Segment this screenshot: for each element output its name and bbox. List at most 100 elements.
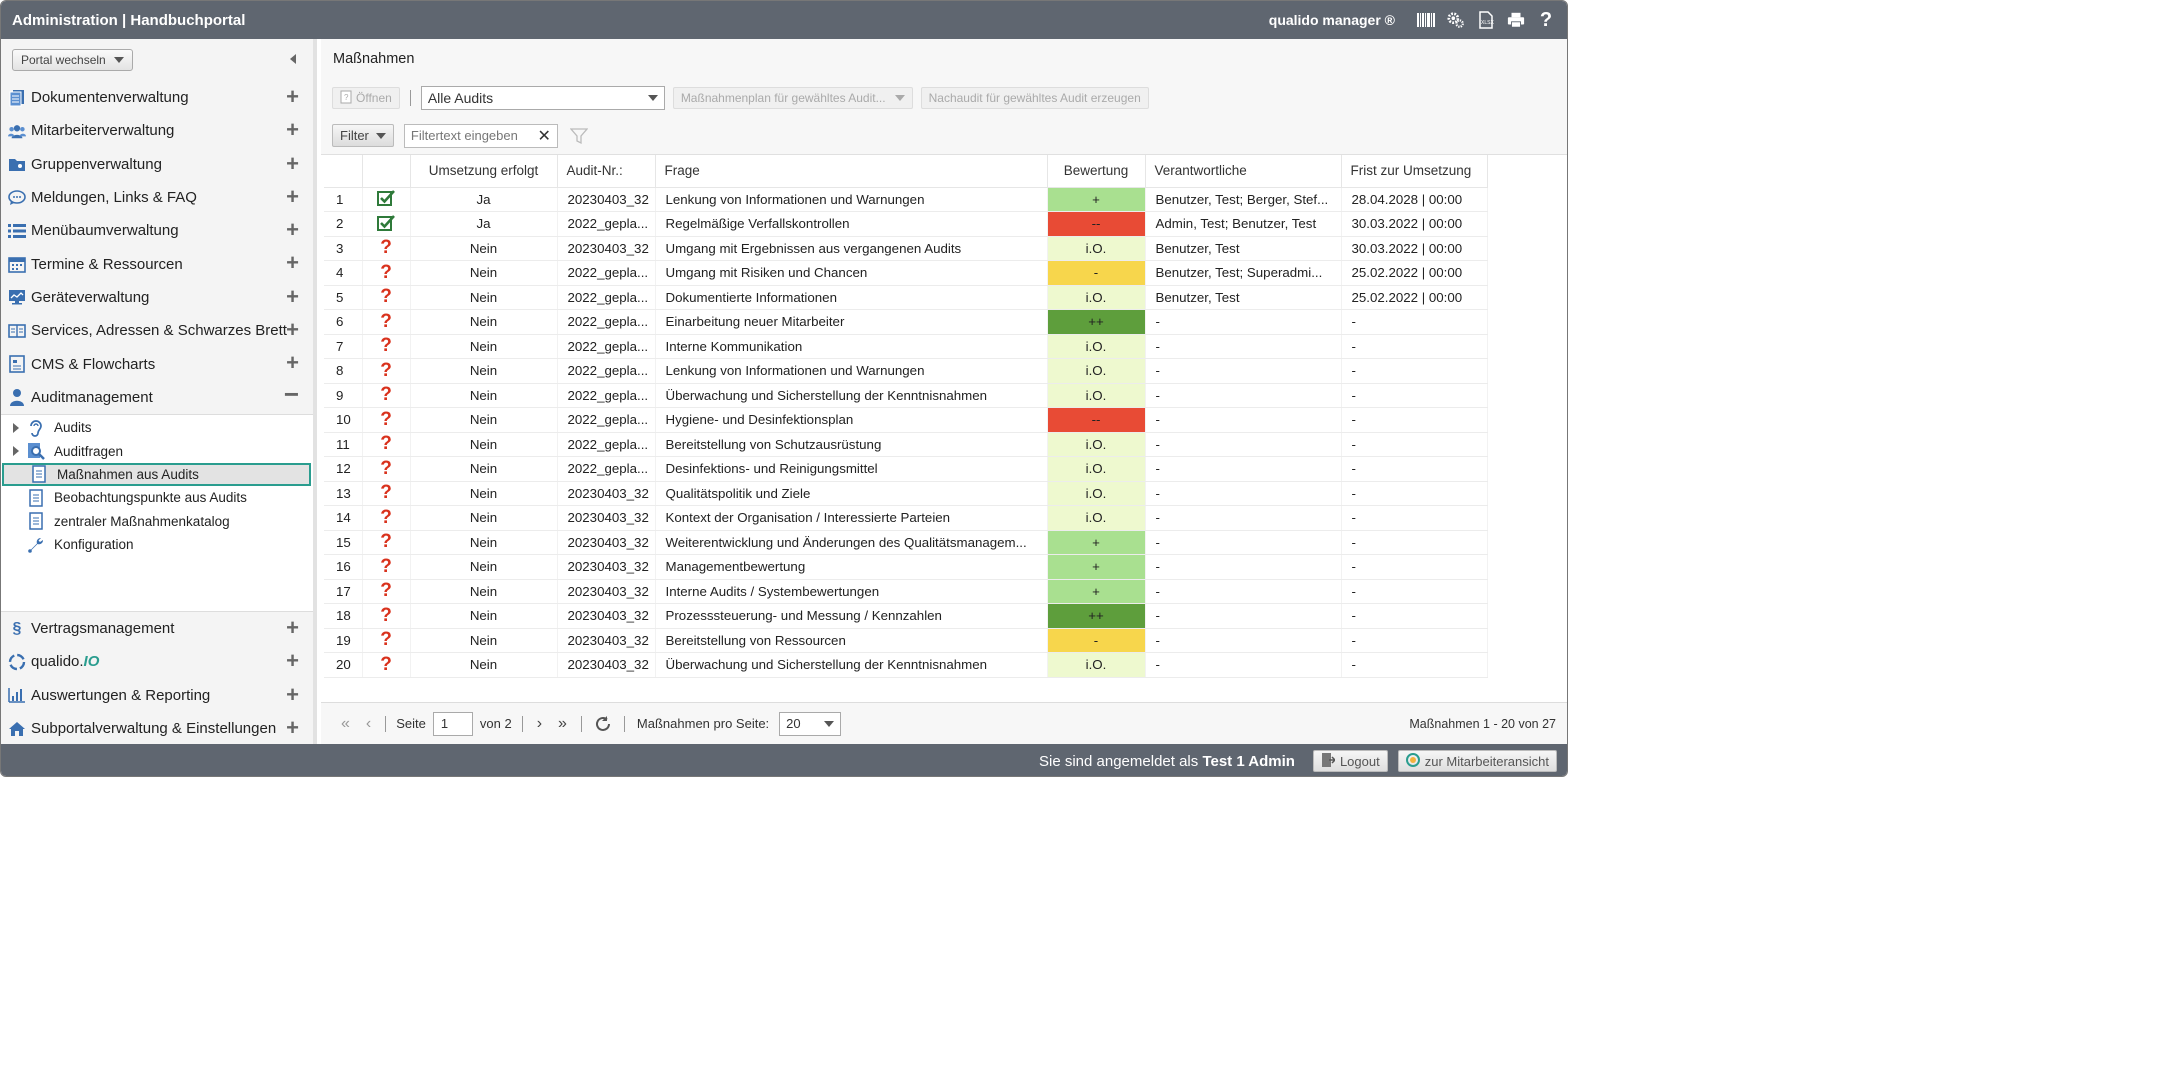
- page-number-input[interactable]: 1: [432, 711, 473, 736]
- nav-item-qualido-io[interactable]: qualido. IO +: [1, 645, 313, 678]
- expand-triangle-icon[interactable]: [13, 422, 19, 433]
- nav-item-cms[interactable]: CMS & Flowcharts +: [1, 347, 313, 380]
- table-row[interactable]: 19? Nein 20230403_32 Bereitstellung von Res…: [324, 628, 1488, 653]
- expand-plus-icon[interactable]: +: [286, 150, 299, 176]
- nav-item-termine[interactable]: Termine & Ressourcen +: [1, 247, 313, 280]
- table-row[interactable]: 17? Nein 20230403_32 Interne Audits / Syste…: [324, 579, 1488, 604]
- nav-item-meldungen[interactable]: Meldungen, Links & FAQ +: [1, 181, 313, 214]
- audit-select[interactable]: Alle Audits: [420, 86, 665, 110]
- tree-item-konfiguration[interactable]: Konfiguration: [1, 533, 313, 556]
- expand-plus-icon[interactable]: +: [286, 714, 299, 740]
- filter-text-input[interactable]: Filtertext eingeben ✕: [403, 123, 558, 148]
- employee-view-button[interactable]: zur Mitarbeiteransicht: [1397, 750, 1557, 772]
- tree-item-auditfragen[interactable]: Auditfragen: [1, 439, 313, 462]
- row-number: 8: [324, 358, 363, 384]
- print-icon[interactable]: [1507, 11, 1525, 29]
- table-row[interactable]: 12? Nein 2022_gepla... Desinfektions- und R…: [324, 456, 1488, 482]
- nav-item-services[interactable]: Services, Adressen & Schwarzes Brett +: [1, 314, 313, 347]
- audit-nr-cell: 20230403_32: [557, 481, 656, 506]
- column-header-bewertung[interactable]: Bewertung: [1047, 155, 1146, 188]
- xlsx-export-icon[interactable]: XLSX: [1477, 11, 1495, 29]
- table-row[interactable]: 20? Nein 20230403_32 Überwachung und Sicher…: [324, 652, 1488, 678]
- tree-item-massnahmenkatalog[interactable]: zentraler Maßnahmenkatalog: [1, 510, 313, 533]
- nav-item-dokumentenverwaltung[interactable]: Dokumentenverwaltung +: [1, 81, 313, 114]
- last-page-icon[interactable]: »: [558, 714, 567, 732]
- first-page-icon[interactable]: «: [341, 714, 350, 732]
- help-icon[interactable]: ?: [1539, 8, 1553, 31]
- table-row[interactable]: 9? Nein 2022_gepla... Überwachung und Siche…: [324, 383, 1488, 408]
- table-row[interactable]: 4? Nein 2022_gepla... Umgang mit Risiken un…: [324, 260, 1488, 286]
- expand-triangle-icon[interactable]: [13, 446, 19, 457]
- expand-plus-icon[interactable]: +: [286, 317, 299, 343]
- prev-page-icon[interactable]: ‹: [365, 714, 372, 732]
- expand-plus-icon[interactable]: +: [286, 250, 299, 276]
- nav-item-auditmanagement[interactable]: Auditmanagement −: [1, 381, 313, 414]
- refresh-icon[interactable]: [594, 715, 612, 733]
- portal-switch-dropdown[interactable]: Portal wechseln: [12, 49, 133, 71]
- nav-item-gruppenverwaltung[interactable]: Gruppenverwaltung +: [1, 148, 313, 181]
- open-button[interactable]: ? Öffnen: [332, 87, 400, 109]
- nav-item-auswertungen[interactable]: Auswertungen & Reporting +: [1, 679, 313, 712]
- tree-item-audits[interactable]: Audits: [1, 416, 313, 439]
- audit-nr-cell: 2022_gepla...: [557, 383, 656, 408]
- expand-plus-icon[interactable]: +: [286, 283, 299, 309]
- table-row[interactable]: 5? Nein 2022_gepla... Dokumentierte Informa…: [324, 285, 1488, 310]
- massnahmenplan-button[interactable]: Maßnahmenplan für gewähltes Audit...: [672, 87, 913, 109]
- nav-item-subportalverwaltung[interactable]: Subportalverwaltung & Einstellungen +: [1, 712, 313, 745]
- product-name: qualido manager ®: [1268, 12, 1395, 28]
- logout-button[interactable]: Logout: [1312, 750, 1388, 772]
- per-page-select[interactable]: 20: [779, 711, 842, 736]
- settings-gears-icon[interactable]: [1447, 11, 1465, 29]
- expand-plus-icon[interactable]: +: [286, 350, 299, 376]
- table-row[interactable]: 6? Nein 2022_gepla... Einarbeitung neuer Mi…: [324, 309, 1488, 335]
- table-row[interactable]: 16? Nein 20230403_32 Managementbewertung + - -: [324, 554, 1488, 580]
- table-row[interactable]: 2 Ja 2022_gepla... Regelmäßige Verfallskont…: [324, 211, 1488, 237]
- expand-plus-icon[interactable]: +: [286, 648, 299, 674]
- expand-plus-icon[interactable]: +: [286, 183, 299, 209]
- nav-item-menuebaumverwaltung[interactable]: Menübaumverwaltung +: [1, 214, 313, 247]
- bewertung-cell: -: [1047, 628, 1146, 653]
- table-row[interactable]: 11? Nein 2022_gepla... Bereitstellung von S…: [324, 432, 1488, 457]
- audit-nr-cell: 2022_gepla...: [557, 309, 656, 335]
- table-row[interactable]: 14? Nein 20230403_32 Kontext der Organisati…: [324, 505, 1488, 531]
- column-header-verantwortliche[interactable]: Verantwortliche: [1145, 155, 1342, 188]
- filter-dropdown-button[interactable]: Filter: [332, 124, 394, 147]
- clear-filter-icon[interactable]: ✕: [537, 127, 551, 145]
- expand-plus-icon[interactable]: +: [286, 217, 299, 243]
- expand-plus-icon[interactable]: +: [286, 84, 299, 109]
- table-row[interactable]: 18? Nein 20230403_32 Prozesssteuerung- und …: [324, 603, 1488, 629]
- document-question-icon: ?: [340, 90, 352, 107]
- column-header-frist[interactable]: Frist zur Umsetzung: [1341, 155, 1488, 188]
- barcode-icon[interactable]: [1417, 11, 1435, 29]
- tree-item-massnahmen-aus-audits[interactable]: Maßnahmen aus Audits: [2, 462, 311, 487]
- frist-cell: 30.03.2022 | 00:00: [1341, 236, 1488, 261]
- collapse-minus-icon[interactable]: −: [283, 378, 299, 409]
- bewertung-cell: i.O.: [1047, 285, 1146, 310]
- table-row[interactable]: 15? Nein 20230403_32 Weiterentwicklung und …: [324, 530, 1488, 555]
- expand-plus-icon[interactable]: +: [286, 614, 299, 640]
- nachaudit-button[interactable]: Nachaudit für gewähltes Audit erzeugen: [920, 87, 1149, 109]
- table-row[interactable]: 1 Ja 20230403_32 Lenkung von Informationen …: [324, 187, 1488, 212]
- nav-item-geraeteverwaltung[interactable]: Geräteverwaltung +: [1, 281, 313, 314]
- table-row[interactable]: 8? Nein 2022_gepla... Lenkung von Informati…: [324, 358, 1488, 384]
- column-header-umsetzung[interactable]: Umsetzung erfolgt: [410, 155, 558, 188]
- column-header-frage[interactable]: Frage: [655, 155, 1048, 188]
- collapse-sidebar-icon[interactable]: [290, 54, 296, 64]
- table-row[interactable]: 3? Nein 20230403_32 Umgang mit Ergebnissen …: [324, 236, 1488, 261]
- table-row[interactable]: 7? Nein 2022_gepla... Interne Kommunikation…: [324, 334, 1488, 359]
- expand-plus-icon[interactable]: +: [286, 117, 299, 143]
- table-row[interactable]: 10? Nein 2022_gepla... Hygiene- und Desinfe…: [324, 407, 1488, 433]
- row-number: 4: [324, 260, 363, 286]
- column-header-audit-nr[interactable]: Audit-Nr.:: [557, 155, 656, 188]
- frage-cell: Einarbeitung neuer Mitarbeiter: [655, 309, 1048, 335]
- tree-item-beobachtungspunkte[interactable]: Beobachtungspunkte aus Audits: [1, 486, 313, 509]
- next-page-icon[interactable]: ›: [536, 714, 543, 732]
- top-bar-actions: qualido manager ® XLSX ?: [1269, 1, 1555, 39]
- umsetzung-cell: Nein: [410, 236, 558, 261]
- table-row[interactable]: 13? Nein 20230403_32 Qualitätspolitik und Z…: [324, 481, 1488, 506]
- expand-plus-icon[interactable]: +: [286, 681, 299, 707]
- funnel-icon[interactable]: [568, 125, 590, 147]
- verantwortliche-cell: -: [1145, 383, 1342, 408]
- nav-item-mitarbeiterverwaltung[interactable]: Mitarbeiterverwaltung +: [1, 114, 313, 147]
- nav-item-vertragsmanagement[interactable]: § Vertragsmanagement +: [1, 612, 313, 645]
